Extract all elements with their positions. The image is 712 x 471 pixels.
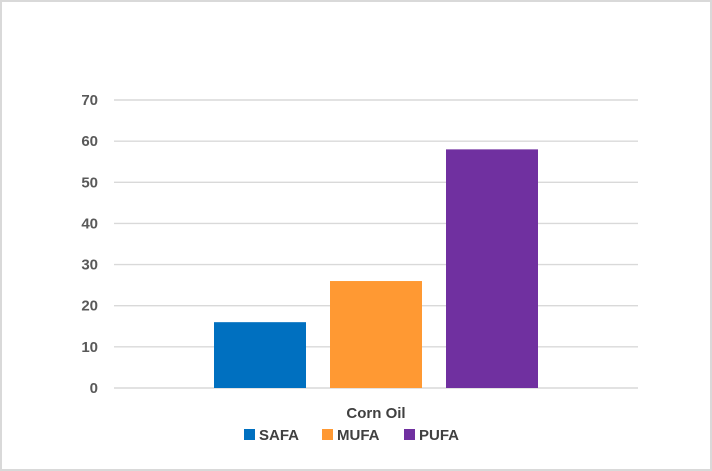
legend: SAFA MUFA PUFA [244, 427, 459, 444]
legend-swatch [404, 429, 415, 440]
bar-safa [214, 322, 306, 388]
y-tick-label: 10 [81, 339, 98, 356]
legend-swatch [244, 429, 255, 440]
legend-label: MUFA [337, 427, 380, 444]
bar-mufa [330, 281, 422, 388]
y-axis-tick-labels: 0 10 20 30 40 50 60 70 [81, 92, 98, 397]
y-tick-label: 50 [81, 174, 98, 191]
x-axis-category-labels: Corn Oil [346, 405, 405, 422]
y-tick-label: 40 [81, 215, 98, 232]
legend-label: SAFA [259, 427, 299, 444]
legend-label: PUFA [419, 427, 459, 444]
x-category-label: Corn Oil [346, 405, 405, 422]
legend-item-mufa: MUFA [322, 427, 380, 444]
legend-item-safa: SAFA [244, 427, 299, 444]
legend-item-pufa: PUFA [404, 427, 459, 444]
bar-pufa [446, 149, 538, 388]
legend-swatch [322, 429, 333, 440]
y-tick-label: 60 [81, 133, 98, 150]
y-tick-label: 20 [81, 298, 98, 315]
bars [214, 149, 538, 388]
y-tick-label: 30 [81, 257, 98, 274]
y-tick-label: 70 [81, 92, 98, 109]
y-tick-label: 0 [90, 380, 98, 397]
